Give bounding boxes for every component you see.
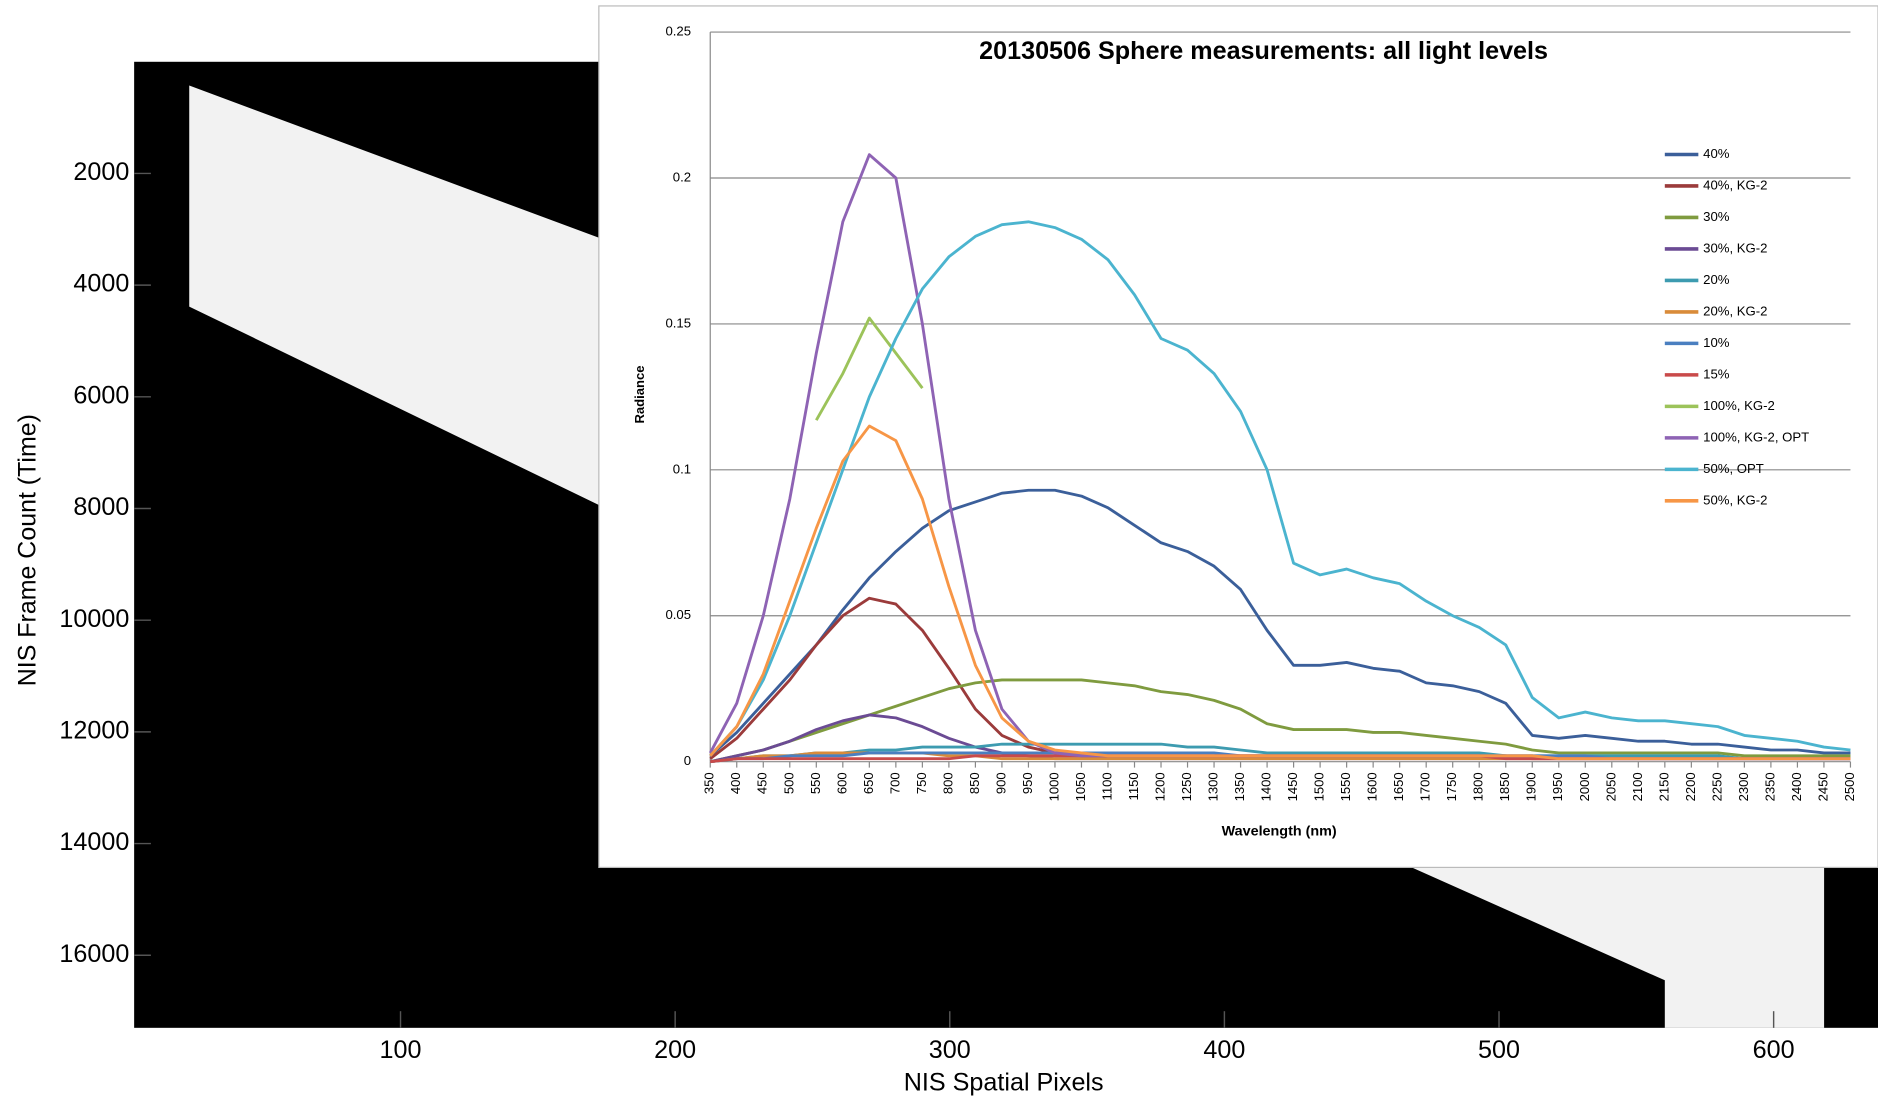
chart-title: 20130506 Sphere measurements: all light …	[979, 37, 1548, 65]
x-tick-label: 100	[380, 1036, 422, 1064]
y-axis-label: NIS Frame Count (Time)	[13, 414, 41, 686]
x-tick-label: 500	[1478, 1036, 1520, 1064]
x-tick-label: 600	[834, 772, 849, 794]
x-tick-label: 850	[967, 772, 982, 794]
y-tick-label: 0.1	[673, 461, 691, 476]
x-tick-label: 1250	[1179, 772, 1194, 801]
x-tick-label: 1400	[1259, 772, 1274, 801]
x-tick-label: 400	[728, 772, 743, 794]
x-tick-label: 1300	[1205, 772, 1220, 801]
x-tick-label: 2500	[1842, 772, 1857, 801]
legend-label: 40%, KG-2	[1703, 177, 1767, 192]
x-tick-label: 1900	[1524, 772, 1539, 801]
x-tick-label: 1200	[1152, 772, 1167, 801]
y-tick-label: 0.25	[665, 24, 691, 39]
legend-label: 20%, KG-2	[1703, 303, 1767, 318]
x-tick-label: 2250	[1709, 772, 1724, 801]
y-tick-label: 10000	[59, 605, 129, 633]
legend-label: 20%	[1703, 272, 1730, 287]
y-tick-label: 0.15	[665, 315, 691, 330]
y-tick-label: 14000	[59, 828, 129, 856]
legend-label: 10%	[1703, 335, 1730, 350]
x-axis-label: NIS Spatial Pixels	[904, 1068, 1104, 1096]
legend-label: 100%, KG-2, OPT	[1703, 429, 1809, 444]
x-tick-label: 2400	[1789, 772, 1804, 801]
x-tick-label: 1800	[1471, 772, 1486, 801]
x-tick-label: 1100	[1099, 772, 1114, 800]
x-tick-label: 1550	[1338, 772, 1353, 801]
x-tick-label: 300	[929, 1036, 971, 1064]
x-tick-label: 450	[755, 772, 770, 794]
x-tick-label: 2100	[1630, 772, 1645, 801]
x-tick-label: 600	[1753, 1036, 1795, 1064]
x-tick-label: 1500	[1312, 772, 1327, 801]
y-axis-label: Radiance	[632, 365, 647, 423]
legend-label: 15%	[1703, 366, 1730, 381]
x-tick-label: 1650	[1391, 772, 1406, 801]
x-tick-label: 1000	[1046, 772, 1061, 801]
x-tick-label: 2200	[1683, 772, 1698, 801]
y-tick-label: 0	[684, 753, 691, 768]
x-tick-label: 750	[914, 772, 929, 794]
x-tick-label: 2350	[1762, 772, 1777, 801]
y-tick-label: 8000	[73, 493, 129, 521]
x-tick-label: 500	[781, 772, 796, 794]
figure: NIS Spatial Pixels NIS Frame Count (Time…	[0, 0, 1878, 1111]
x-tick-label: 700	[887, 772, 902, 794]
page: NIS Spatial Pixels NIS Frame Count (Time…	[0, 0, 1878, 1111]
x-tick-label: 800	[940, 772, 955, 794]
x-tick-label: 2000	[1577, 772, 1592, 801]
x-tick-label: 1450	[1285, 772, 1300, 801]
x-tick-label: 900	[993, 772, 1008, 794]
x-axis-label: Wavelength (nm)	[1222, 824, 1337, 840]
legend-label: 30%	[1703, 209, 1730, 224]
x-tick-label: 1600	[1365, 772, 1380, 801]
y-tick-label: 12000	[59, 717, 129, 745]
legend-label: 50%, KG-2	[1703, 492, 1767, 507]
legend-label: 40%	[1703, 146, 1730, 161]
x-tick-label: 1350	[1232, 772, 1247, 801]
x-tick-label: 950	[1020, 772, 1035, 794]
x-tick-label: 1700	[1418, 772, 1433, 801]
x-tick-label: 2300	[1736, 772, 1751, 801]
y-tick-label: 2000	[73, 158, 129, 186]
x-tick-label: 400	[1203, 1036, 1245, 1064]
x-tick-label: 1150	[1126, 772, 1141, 800]
x-tick-label: 650	[861, 772, 876, 794]
x-tick-label: 2150	[1656, 772, 1671, 801]
y-tick-label: 0.05	[665, 607, 691, 622]
y-tick-label: 16000	[59, 940, 129, 968]
x-tick-label: 1950	[1550, 772, 1565, 801]
y-tick-label: 4000	[73, 270, 129, 298]
x-tick-label: 550	[808, 772, 823, 794]
x-tick-label: 2450	[1815, 772, 1830, 801]
legend-label: 100%, KG-2	[1703, 398, 1775, 413]
x-tick-label: 1850	[1497, 772, 1512, 801]
x-tick-label: 200	[654, 1036, 696, 1064]
x-tick-label: 350	[702, 772, 717, 794]
x-tick-label: 1750	[1444, 772, 1459, 801]
x-tick-label: 2050	[1603, 772, 1618, 801]
legend-label: 50%, OPT	[1703, 461, 1764, 476]
x-tick-label: 1050	[1073, 772, 1088, 801]
y-tick-label: 6000	[73, 382, 129, 410]
legend-label: 30%, KG-2	[1703, 240, 1767, 255]
y-tick-label: 0.2	[673, 170, 691, 185]
